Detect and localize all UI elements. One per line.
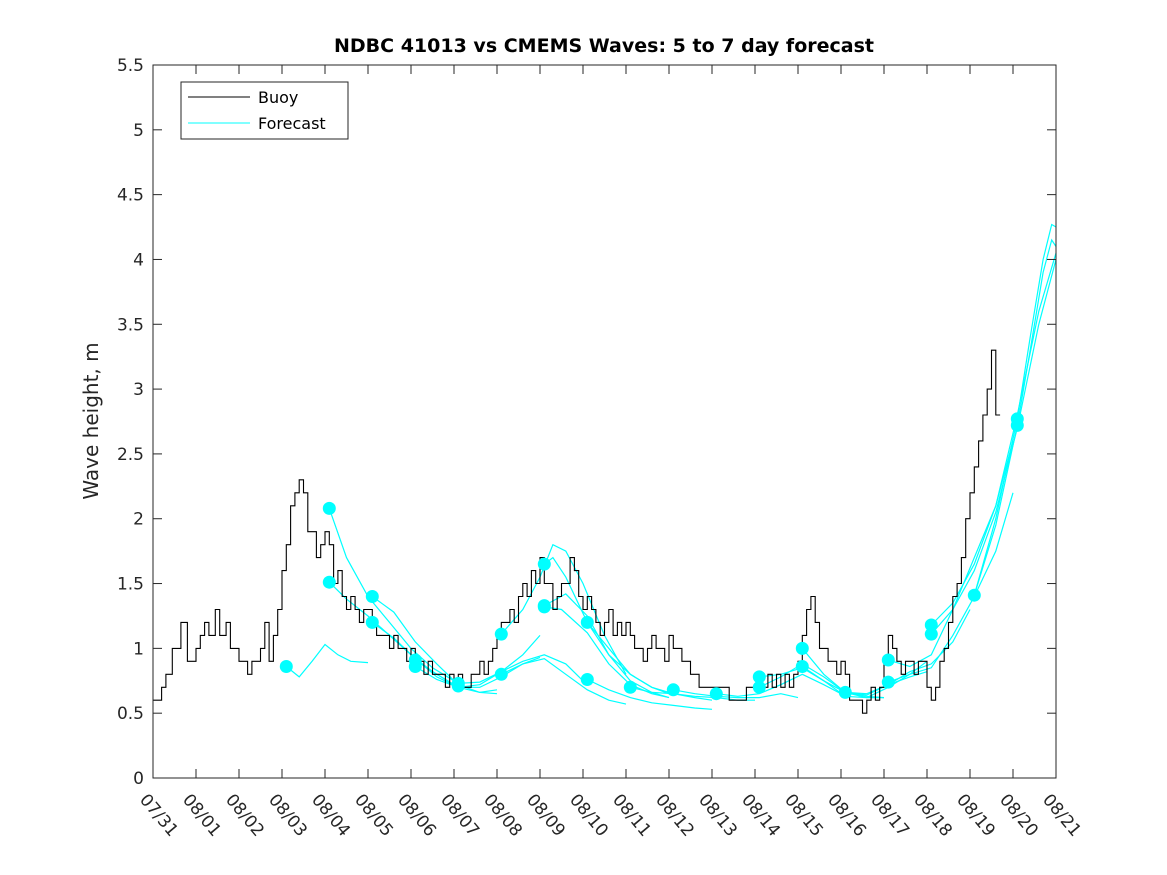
- forecast-start-point: [666, 683, 680, 697]
- forecast-start-point: [279, 660, 293, 673]
- legend-buoy-label: Buoy: [258, 88, 298, 107]
- y-tick-label: 4: [133, 250, 144, 270]
- forecast-start-point: [365, 615, 379, 629]
- forecast-line-14: [586, 622, 713, 701]
- forecast-start-point: [709, 687, 723, 701]
- forecast-start-point: [838, 685, 852, 699]
- forecast-start-point: [881, 675, 895, 689]
- legend-box: [180, 81, 349, 140]
- plot-area: [153, 65, 1056, 778]
- buoy-line: [153, 349, 1001, 714]
- forecast-start-point: [795, 660, 809, 673]
- forecast-line-25: [888, 492, 1014, 683]
- forecast-start-point: [580, 673, 594, 686]
- legend-forecast-label: Forecast: [258, 114, 326, 133]
- forecast-start-points: [279, 412, 1024, 701]
- forecast-start-point: [322, 501, 336, 515]
- y-tick-label: 5: [133, 121, 144, 141]
- axes-box: [152, 64, 1057, 779]
- forecast-line-1: [285, 643, 369, 678]
- forecast-line-10: [501, 658, 627, 705]
- y-tick-label: 1: [133, 639, 144, 659]
- forecast-line-13: [544, 606, 670, 699]
- y-axis-label: Wave height, m: [79, 342, 103, 499]
- series-layer: [153, 223, 1057, 714]
- forecast-start-point: [752, 670, 766, 684]
- forecast-start-point: [924, 618, 938, 632]
- forecast-line-28: [973, 223, 1057, 596]
- forecast-line-17: [673, 689, 799, 699]
- forecast-start-point: [752, 680, 766, 694]
- y-tick-label: 5.5: [117, 56, 144, 76]
- forecast-start-point: [451, 679, 465, 693]
- forecast-start-point: [494, 627, 508, 641]
- legend: Buoy Forecast: [180, 81, 349, 140]
- y-tick-label: 2: [133, 510, 144, 530]
- chart-title: NDBC 41013 vs CMEMS Waves: 5 to 7 day fo…: [334, 35, 874, 57]
- forecast-line-15: [587, 678, 713, 710]
- forecast-start-point: [967, 588, 981, 602]
- forecast-line-23: [845, 609, 971, 696]
- forecast-start-point: [365, 590, 379, 603]
- forecast-start-point: [881, 653, 895, 667]
- forecast-line-21: [801, 648, 928, 695]
- forecast-start-point: [537, 600, 551, 614]
- forecast-start-point: [924, 627, 938, 641]
- y-tick-label: 3: [133, 380, 144, 400]
- y-tick-label: 4.5: [117, 186, 144, 206]
- y-tick-label: 3.5: [117, 315, 144, 335]
- forecast-start-point: [580, 615, 594, 629]
- forecast-line-9: [500, 543, 627, 675]
- y-tick-label: 2.5: [117, 445, 144, 465]
- forecast-line-8: [458, 654, 584, 684]
- forecast-start-point: [494, 667, 508, 681]
- y-tick-label: 0: [133, 769, 144, 789]
- forecast-start-point: [322, 575, 336, 589]
- y-axis: 0 0.5 1 1.5 2 2.5 3 3.5 4 4.5 5 5.5: [117, 56, 1056, 789]
- forecast-start-point: [408, 660, 422, 673]
- forecast-start-point: [623, 680, 637, 694]
- forecast-start-point: [1010, 418, 1024, 432]
- y-tick-label: 1.5: [117, 575, 144, 595]
- y-tick-label: 0.5: [117, 704, 144, 724]
- forecast-start-point: [795, 641, 809, 655]
- forecast-line-29: [973, 238, 1057, 596]
- forecast-start-point: [537, 557, 551, 571]
